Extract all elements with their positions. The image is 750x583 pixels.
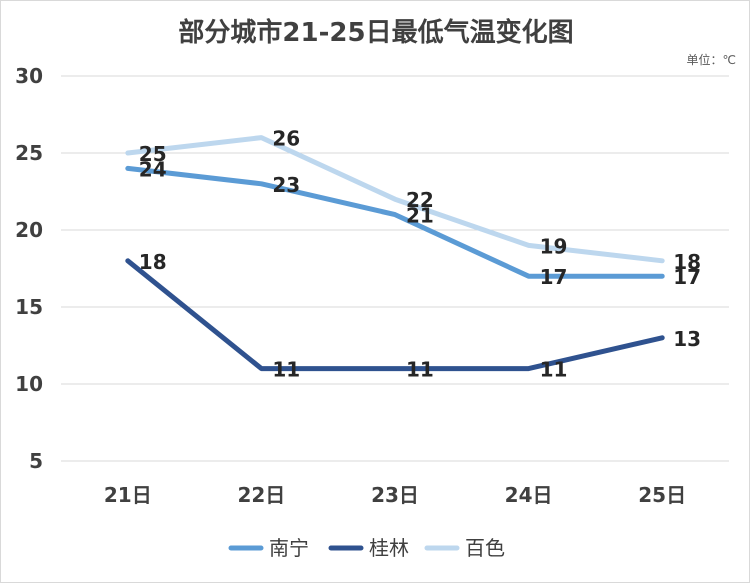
data-label: 11	[540, 358, 568, 382]
x-tick-label: 22日	[237, 483, 285, 507]
data-label: 18	[673, 250, 701, 274]
data-label: 11	[272, 358, 300, 382]
x-axis-ticks: 21日 22日 23日 24日 25日	[104, 483, 686, 507]
data-label: 13	[673, 327, 701, 351]
unit-note: 单位：℃	[687, 52, 736, 67]
y-tick-label: 25	[15, 141, 43, 165]
y-tick-label: 20	[15, 218, 43, 242]
y-tick-label: 10	[15, 372, 43, 396]
legend: 南宁 桂林 百色	[228, 536, 505, 560]
series-line-0	[125, 165, 665, 279]
data-label: 21	[406, 204, 434, 228]
legend-label: 百色	[465, 536, 505, 560]
data-label: 26	[272, 127, 300, 151]
data-label: 17	[673, 265, 701, 289]
x-tick-label: 23日	[371, 483, 419, 507]
data-label: 11	[406, 358, 434, 382]
data-label: 18	[139, 250, 167, 274]
x-tick-label: 25日	[638, 483, 686, 507]
chart-title: 部分城市21-25日最低气温变化图	[178, 17, 573, 48]
x-tick-label: 21日	[104, 483, 152, 507]
y-tick-label: 5	[29, 449, 43, 473]
legend-label: 桂林	[369, 536, 409, 560]
data-label: 23	[272, 173, 300, 197]
y-tick-label: 15	[15, 295, 43, 319]
data-label: 24	[139, 157, 167, 181]
data-label: 19	[540, 234, 568, 258]
series-line-1	[125, 258, 665, 372]
y-tick-label: 30	[15, 64, 43, 88]
legend-label: 南宁	[269, 536, 309, 560]
x-tick-label: 24日	[505, 483, 553, 507]
data-label: 25	[139, 142, 167, 166]
data-label: 22	[406, 188, 434, 212]
series-lines	[125, 135, 665, 372]
data-label: 17	[540, 265, 568, 289]
y-axis-ticks: 5 10 15 20 25 30	[15, 64, 43, 473]
series-line-2	[125, 135, 665, 264]
gridlines	[61, 75, 729, 462]
